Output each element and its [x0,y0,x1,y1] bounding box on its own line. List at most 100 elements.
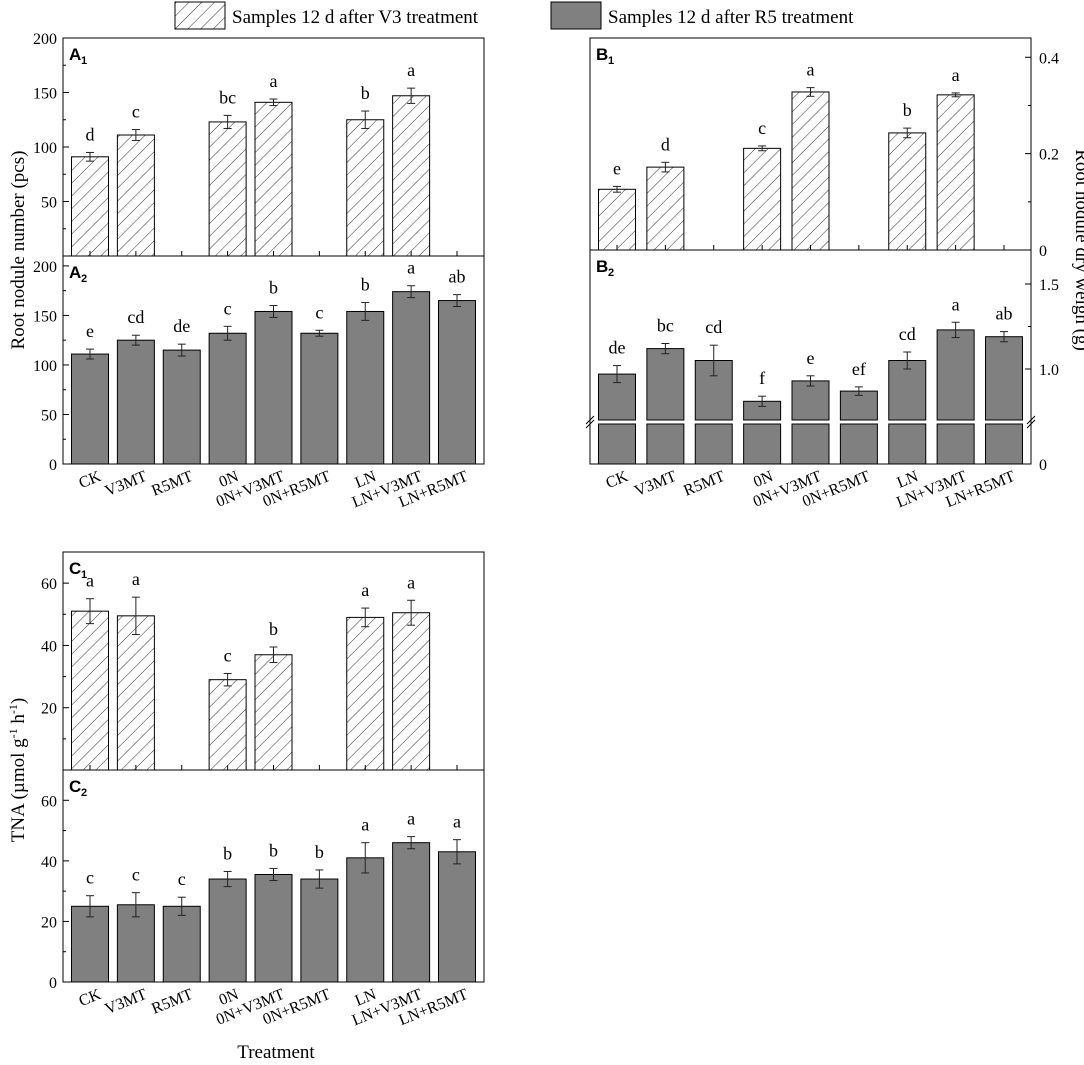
significance-letter: e [613,158,621,178]
significance-letter: a [952,294,960,314]
panel-b1: 0 0.2 0.4 B 1 e d c a b a [589,37,1059,260]
bar [116,339,155,465]
bar [888,132,927,251]
significance-letter: b [269,840,278,860]
y-tick-label: 20 [41,701,57,718]
bar-lower-segment [646,423,685,465]
tna-title-main: TNA (µmol g [8,738,29,842]
axis-break-mark [1026,419,1036,429]
significance-letter: a [807,60,815,80]
panel-label-subscript: 2 [81,273,87,285]
bar [791,91,830,251]
x-tick-label: V3MT [103,468,150,500]
bar [208,332,247,465]
y-tick-label: 40 [41,638,57,655]
bar [208,878,247,983]
legend-swatch-hatched [174,1,226,30]
panel-label-subscript: 2 [81,787,87,799]
y-tick-label: 40 [41,854,57,871]
y-tick-label: 0 [49,975,57,992]
bar-lower-segment [888,423,927,465]
bar [254,873,293,983]
significance-letter: ef [852,359,866,379]
y-tick-label: 20 [41,914,57,931]
significance-letter: b [903,100,912,120]
bar [71,610,109,771]
significance-letter: a [407,60,415,80]
panel-label: A [69,45,81,64]
x-tick-label: CK [77,468,104,492]
x-axis-title-treatment: Treatment [237,1042,315,1063]
significance-letter: c [224,645,232,665]
bar [116,904,155,983]
panel-label: B [596,257,608,276]
y-axis-title-root-nodule-dry-weight: Root nodule dry weigh (g) [1071,149,1084,351]
significance-letter: c [132,865,140,885]
significance-letter: b [315,842,324,862]
significance-letter: a [361,580,369,600]
bar [392,291,431,465]
bar-lower-segment [598,423,636,465]
bar [392,612,431,771]
bar [346,310,385,465]
significance-letter: ab [996,304,1013,324]
bar [985,336,1023,421]
bar [162,905,201,983]
significance-letter: b [269,619,278,639]
bar [254,310,293,465]
significance-letter: a [132,569,140,589]
y-tick-label: 0 [1039,243,1047,260]
tna-title-sup2: -1 [6,704,20,714]
tna-title-end: ) [8,698,29,704]
y-tick-label: 100 [33,358,57,375]
x-tick-label: R5MT [681,468,727,500]
y-tick-label: 150 [33,86,57,103]
significance-letter: a [453,812,461,832]
tna-title-mid: h [8,714,29,729]
significance-letter: c [178,869,186,889]
panel-label: C [69,777,81,796]
panel-label-subscript: 1 [608,55,614,67]
bar [392,842,431,983]
bar [346,119,385,257]
bar-lower-segment [936,423,975,465]
x-tick-label: LN [353,986,380,1010]
bar [71,353,109,465]
y-tick-label: 200 [33,259,57,276]
legend-label-hatched: Samples 12 d after V3 treatment [232,7,479,28]
legend-swatch-solid [550,1,602,30]
significance-letter: cd [127,307,144,327]
y-tick-label: 150 [33,308,57,325]
axis-break-mark [585,419,595,429]
significance-letter: bc [219,87,236,107]
bar [346,616,385,771]
bar [839,390,878,421]
significance-letter: a [86,571,94,591]
significance-letter: d [86,124,95,144]
bar-lower-segment [839,423,878,465]
bar [646,166,685,251]
panel-label: A [69,263,81,282]
bar-lower-segment [791,423,830,465]
x-tick-label: 0N [217,986,242,1009]
significance-letter: ab [449,267,466,287]
legend: Samples 12 d after V3 treatment Samples … [174,1,854,30]
x-tick-label: V3MT [632,468,679,500]
bar [646,348,685,421]
x-tick-label: R5MT [149,986,195,1018]
bar [300,878,339,983]
significance-letter: a [270,71,278,91]
bar [162,349,201,465]
legend-label-solid: Samples 12 d after R5 treatment [608,7,854,28]
bar [116,134,155,257]
panel-label: C [69,559,81,578]
tna-title-sup1: -1 [6,728,20,738]
y-axis-title-tna: TNA (µmol g-1 h-1) [6,698,29,842]
significance-letter: f [759,368,765,388]
significance-letter: a [361,815,369,835]
bar [743,147,782,251]
panel-label-subscript: 2 [608,267,614,279]
significance-letter: b [223,843,232,863]
significance-letter: d [661,134,670,154]
